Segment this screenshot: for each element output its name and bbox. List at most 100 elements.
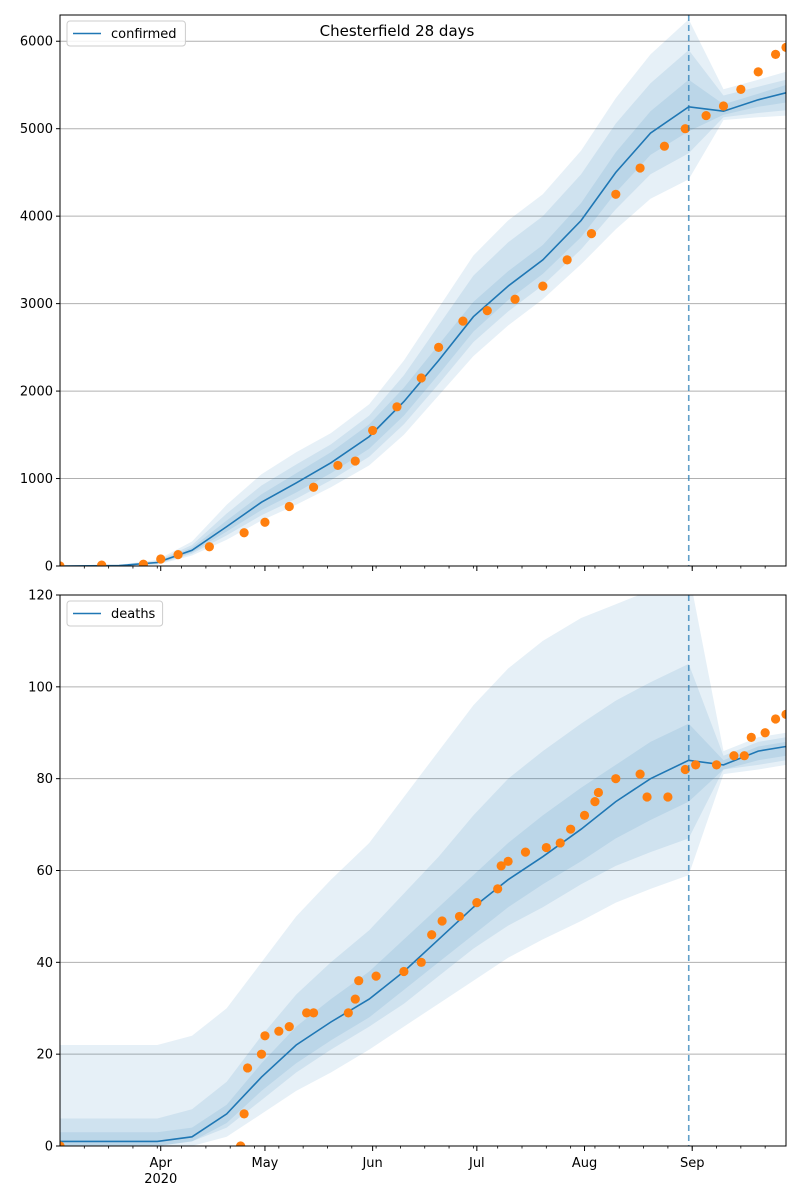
observed-point: [458, 316, 468, 326]
uncertainty-band: [60, 723, 786, 1146]
y-tick-label: 100: [28, 680, 53, 695]
observed-point: [354, 976, 364, 986]
observed-point: [510, 294, 520, 304]
legend-box: [66, 20, 186, 47]
y-tick-label: 20: [36, 1048, 53, 1063]
observed-point: [236, 1141, 246, 1146]
confirmed-panel: 0 1000 2000 3000 4000 5000 6000 confirmed: [20, 14, 787, 575]
axes-frame: [59, 14, 787, 567]
y-tick-label: 4000: [20, 210, 53, 225]
y-tick-label: 5000: [20, 122, 53, 137]
y-tick-label: 3000: [20, 297, 53, 312]
observed-point: [173, 550, 183, 560]
observed-point: [350, 456, 360, 466]
y-tick-label: 0: [45, 1140, 53, 1155]
x-tick-label: May: [252, 1156, 279, 1171]
observed-point: [371, 971, 381, 981]
observed-point: [260, 1031, 270, 1041]
uncertainty-band: [60, 50, 786, 566]
x-tick-label: Sep: [680, 1156, 705, 1171]
observed-point: [97, 560, 107, 566]
observed-point: [302, 1008, 312, 1018]
observed-point: [60, 1141, 65, 1146]
observed-point: [760, 728, 770, 738]
y-tick-label: 40: [36, 956, 53, 971]
observed-point: [399, 966, 409, 977]
observed-point: [753, 67, 763, 77]
observed-point: [680, 124, 690, 134]
observed-point: [736, 84, 746, 94]
observed-point: [701, 110, 711, 121]
figure-title: Chesterfield 28 days: [320, 22, 475, 40]
observed-point: [204, 542, 214, 552]
observed-point: [663, 792, 673, 802]
observed-point: [729, 751, 739, 761]
observed-point: [635, 163, 645, 173]
x-year-label: 2020: [144, 1172, 177, 1187]
observed-point: [239, 1109, 249, 1119]
observed-point: [416, 373, 426, 383]
x-tick-label: Aug: [572, 1156, 597, 1171]
observed-point: [593, 787, 604, 798]
uncertainty-band: [60, 19, 786, 566]
legend-label: confirmed: [111, 27, 177, 42]
observed-point: [284, 501, 294, 512]
observed-point: [274, 1026, 284, 1036]
observed-point: [493, 884, 503, 894]
observed-point: [746, 732, 756, 742]
observed-point: [503, 856, 513, 866]
observed-point: [156, 554, 166, 564]
uncertainty-band: [60, 663, 786, 1146]
y-tick-label: 6000: [20, 35, 53, 50]
observed-point: [333, 460, 343, 471]
observed-point: [308, 482, 319, 492]
model-line: [60, 745, 786, 1143]
observed-point: [770, 714, 781, 724]
observed-point: [434, 342, 444, 352]
observed-point: [562, 255, 572, 265]
x-tick-label: Apr: [149, 1156, 172, 1171]
legend-label: deaths: [111, 607, 156, 622]
observed-point: [635, 769, 645, 779]
x-tick-label: Jul: [468, 1156, 485, 1171]
observed-point: [368, 425, 378, 436]
observed-point: [496, 861, 506, 871]
observed-point: [711, 760, 722, 770]
y-tick-label: 1000: [20, 472, 53, 487]
observed-point: [454, 911, 465, 922]
observed-point: [538, 281, 548, 291]
observed-point: [611, 189, 621, 199]
y-tick-label: 120: [28, 589, 53, 604]
observed-point: [541, 842, 551, 853]
observed-point: [60, 561, 65, 566]
observed-point: [284, 1022, 294, 1032]
observed-point: [260, 517, 270, 527]
observed-point: [239, 528, 249, 538]
observed-point: [416, 957, 426, 967]
observed-point: [256, 1049, 267, 1059]
observed-point: [579, 810, 590, 821]
observed-point: [308, 1008, 319, 1018]
observed-point: [718, 101, 729, 111]
observed-point: [781, 42, 786, 52]
observed-point: [472, 898, 482, 908]
observed-point: [642, 792, 652, 802]
observed-point: [350, 994, 360, 1004]
observed-point: [590, 797, 600, 807]
plot-area: [60, 19, 786, 566]
y-tick-label: 2000: [20, 385, 53, 400]
x-tick-label: Jun: [361, 1156, 382, 1171]
observed-point: [586, 229, 597, 239]
observed-point: [343, 1008, 353, 1018]
observed-point: [437, 916, 447, 926]
model-line: [60, 92, 786, 566]
observed-point: [680, 764, 690, 775]
uncertainty-band: [60, 595, 786, 1146]
deaths-panel: 0 20 40 60 80 100 120 Apr May Jun Jul Aug Sep 2020 dea…: [28, 589, 787, 1187]
y-tick-label: 60: [36, 864, 53, 879]
observed-point: [781, 709, 786, 719]
uncertainty-band: [60, 79, 786, 566]
observed-point: [482, 306, 492, 316]
